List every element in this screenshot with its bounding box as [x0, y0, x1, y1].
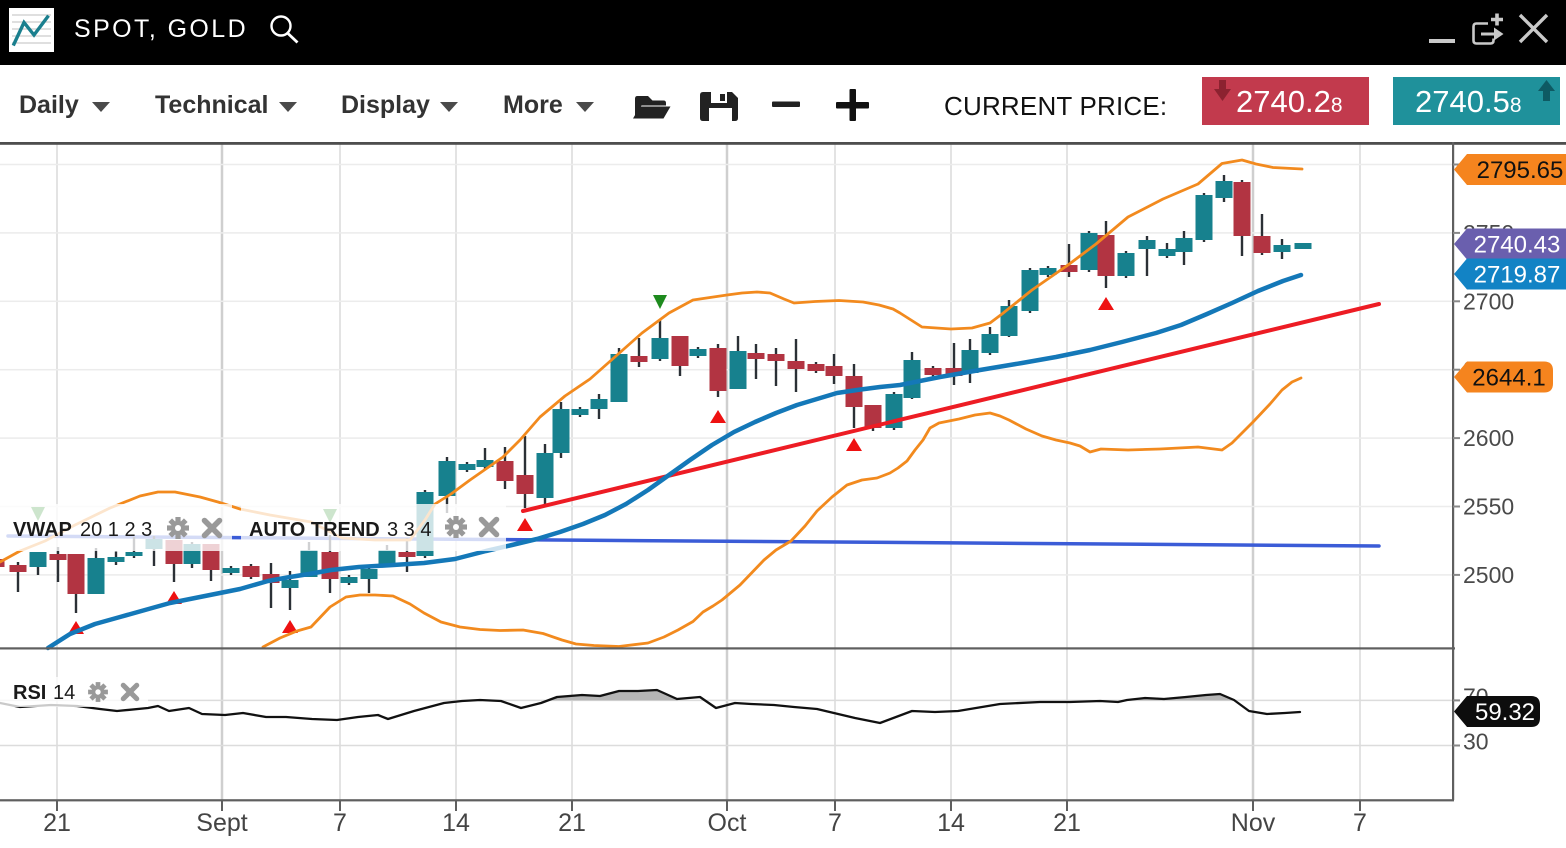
svg-text:21: 21: [43, 809, 71, 837]
svg-text:2740.43: 2740.43: [1474, 232, 1561, 259]
svg-text:59.32: 59.32: [1475, 699, 1535, 726]
svg-text:2644.1: 2644.1: [1472, 365, 1545, 392]
svg-text:7: 7: [828, 809, 842, 837]
svg-text:2600: 2600: [1463, 425, 1514, 451]
svg-text:Nov: Nov: [1231, 809, 1276, 837]
svg-text:2500: 2500: [1463, 562, 1514, 588]
svg-text:20 1 2 3: 20 1 2 3: [80, 519, 152, 541]
svg-text:Oct: Oct: [708, 809, 747, 837]
svg-text:14: 14: [442, 809, 470, 837]
svg-text:2550: 2550: [1463, 494, 1514, 520]
svg-text:VWAP: VWAP: [13, 519, 72, 541]
svg-text:Sept: Sept: [196, 809, 247, 837]
svg-text:2719.87: 2719.87: [1474, 262, 1561, 289]
svg-text:21: 21: [1053, 809, 1081, 837]
svg-text:14: 14: [937, 809, 965, 837]
svg-text:21: 21: [558, 809, 586, 837]
svg-text:2700: 2700: [1463, 288, 1514, 314]
svg-text:2795.65: 2795.65: [1477, 157, 1564, 184]
svg-text:14: 14: [53, 682, 75, 704]
svg-text:3 3 4: 3 3 4: [387, 519, 431, 541]
svg-text:30: 30: [1463, 729, 1489, 755]
svg-text:AUTO TREND: AUTO TREND: [249, 519, 380, 541]
svg-text:RSI: RSI: [13, 682, 46, 704]
svg-text:7: 7: [1353, 809, 1367, 837]
svg-text:7: 7: [333, 809, 347, 837]
